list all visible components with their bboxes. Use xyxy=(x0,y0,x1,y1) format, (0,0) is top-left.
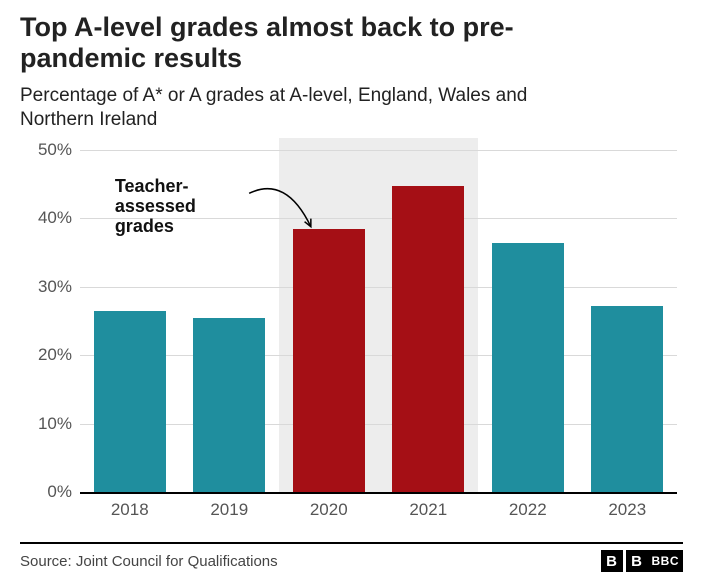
y-tick-label: 40% xyxy=(20,208,72,228)
chart-area: 0%10%20%30%40%50%20182019202020212022202… xyxy=(20,144,683,526)
y-tick-label: 30% xyxy=(20,277,72,297)
x-tick-label: 2019 xyxy=(210,500,248,520)
logo-box-2: B xyxy=(626,550,648,572)
annotation-label: Teacher-assessed grades xyxy=(115,177,259,236)
bar xyxy=(193,318,265,492)
grid-line xyxy=(80,424,677,425)
source-text: Source: Joint Council for Qualifications xyxy=(20,553,278,570)
chart-subtitle: Percentage of A* or A grades at A-level,… xyxy=(20,84,580,132)
grid-line xyxy=(80,287,677,288)
chart-title: Top A-level grades almost back to pre-pa… xyxy=(20,12,580,74)
y-tick-label: 0% xyxy=(20,482,72,502)
logo-box-1: B xyxy=(601,550,623,572)
plot-area: 0%10%20%30%40%50%20182019202020212022202… xyxy=(80,150,677,492)
bbc-logo: B B BBC xyxy=(601,550,684,572)
bar xyxy=(293,229,365,492)
x-tick-label: 2023 xyxy=(608,500,646,520)
y-tick-label: 10% xyxy=(20,414,72,434)
grid-line xyxy=(80,150,677,151)
grid-line xyxy=(80,355,677,356)
bar xyxy=(94,311,166,492)
y-tick-label: 20% xyxy=(20,345,72,365)
grid-line xyxy=(80,492,677,494)
logo-text: BBC xyxy=(648,550,684,572)
bar xyxy=(492,243,564,492)
bar xyxy=(591,306,663,492)
bar xyxy=(392,186,464,492)
x-tick-label: 2018 xyxy=(111,500,149,520)
footer-rule xyxy=(20,542,683,544)
chart-container: Top A-level grades almost back to pre-pa… xyxy=(0,0,703,586)
x-tick-label: 2021 xyxy=(409,500,447,520)
x-tick-label: 2020 xyxy=(310,500,348,520)
x-tick-label: 2022 xyxy=(509,500,547,520)
y-tick-label: 50% xyxy=(20,140,72,160)
